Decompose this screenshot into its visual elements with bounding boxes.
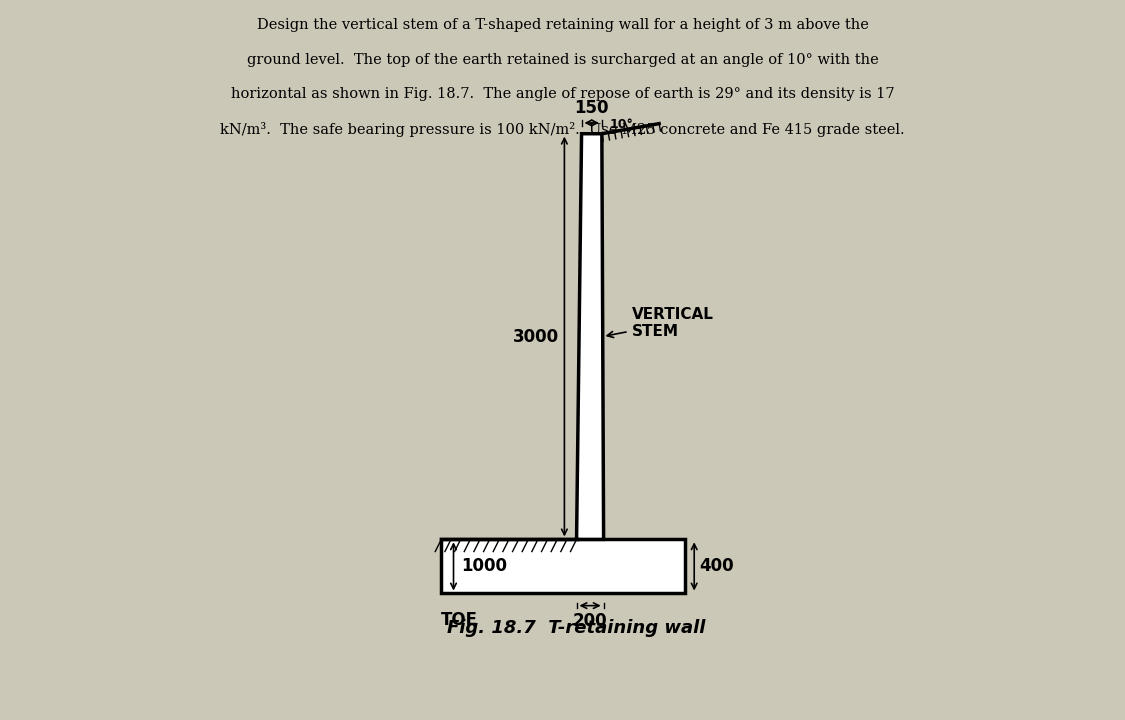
Text: Design the vertical stem of a T-shaped retaining wall for a height of 3 m above : Design the vertical stem of a T-shaped r… xyxy=(256,18,868,32)
Text: horizontal as shown in Fig. 18.7.  The angle of repose of earth is 29° and its d: horizontal as shown in Fig. 18.7. The an… xyxy=(231,87,894,101)
Text: TOE: TOE xyxy=(440,611,477,629)
Text: 150: 150 xyxy=(575,99,609,117)
Text: ground level.  The top of the earth retained is surcharged at an angle of 10° wi: ground level. The top of the earth retai… xyxy=(246,53,879,66)
Polygon shape xyxy=(441,539,685,593)
Text: VERTICAL
STEM: VERTICAL STEM xyxy=(608,307,713,339)
Text: 10°: 10° xyxy=(610,118,633,131)
Text: 1000: 1000 xyxy=(461,557,507,575)
Text: kN/m³.  The safe bearing pressure is 100 kN/m².  Use M25 concrete and Fe 415 gra: kN/m³. The safe bearing pressure is 100 … xyxy=(220,122,905,137)
Text: 3000: 3000 xyxy=(513,328,559,346)
Text: 200: 200 xyxy=(573,612,608,630)
Text: Fig. 18.7  T-retaining wall: Fig. 18.7 T-retaining wall xyxy=(448,618,705,636)
Text: 400: 400 xyxy=(700,557,735,575)
Polygon shape xyxy=(577,134,604,539)
